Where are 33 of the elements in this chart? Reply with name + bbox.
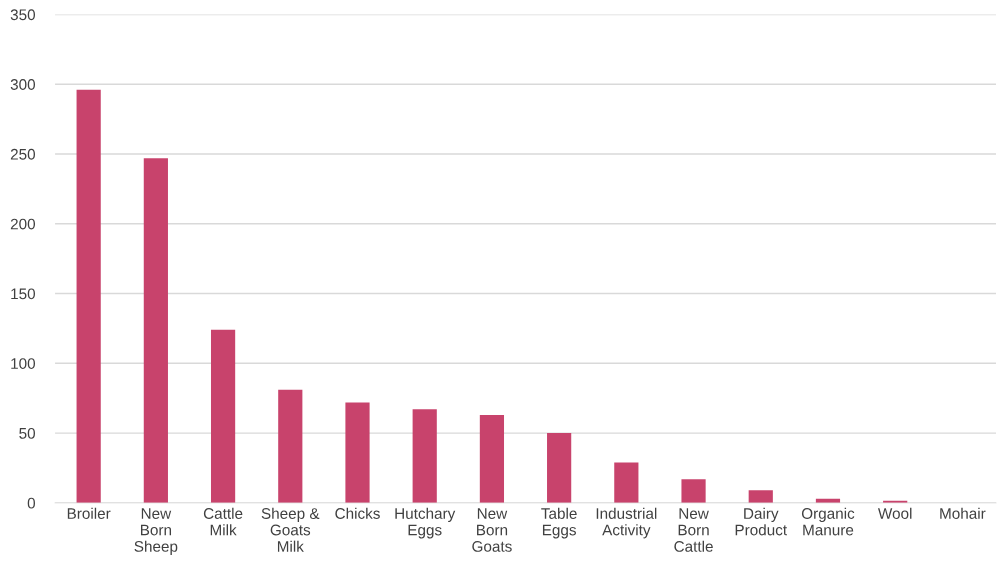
x-tick-label: Industrial Activity	[596, 507, 657, 539]
y-tick-label: 300	[10, 79, 36, 90]
bar	[547, 433, 572, 503]
x-tick-label: Dairy Product	[735, 507, 787, 536]
x-tick-label: Table Eggs	[541, 507, 577, 539]
bar	[76, 89, 101, 503]
x-tick-label: Organic Manure	[801, 507, 855, 536]
bar	[345, 402, 370, 503]
x-tick-label: Sheep & Goats Milk	[261, 507, 320, 552]
x-tick-label: Hutchary Eggs	[395, 507, 456, 539]
x-tick-label: Mohair	[940, 507, 986, 519]
bar	[143, 158, 168, 503]
x-tick-label: Wool	[877, 507, 912, 519]
y-tick-label: 100	[11, 358, 36, 369]
y-tick-label: 150	[11, 288, 36, 300]
x-tick-label: Broiler	[67, 507, 111, 519]
x-tick-label: Cattle Milk	[203, 507, 243, 536]
x-tick-label: New Born Cattle	[674, 508, 713, 552]
x-tick-label: New Born Sheep	[134, 508, 178, 555]
y-tick-label: 0	[27, 497, 36, 509]
bar	[278, 389, 303, 503]
bar	[412, 409, 437, 503]
bar	[614, 462, 639, 503]
bar	[681, 479, 706, 503]
y-tick-label: 50	[19, 427, 36, 439]
x-tick-label: New Born Goats	[472, 508, 512, 552]
y-tick-label: 200	[10, 218, 36, 230]
bar	[210, 329, 236, 503]
y-tick-label: 250	[10, 148, 36, 160]
bar	[479, 414, 505, 503]
x-tick-label: Chicks	[335, 507, 380, 519]
y-tick-label: 350	[10, 9, 36, 21]
bar	[748, 490, 773, 503]
